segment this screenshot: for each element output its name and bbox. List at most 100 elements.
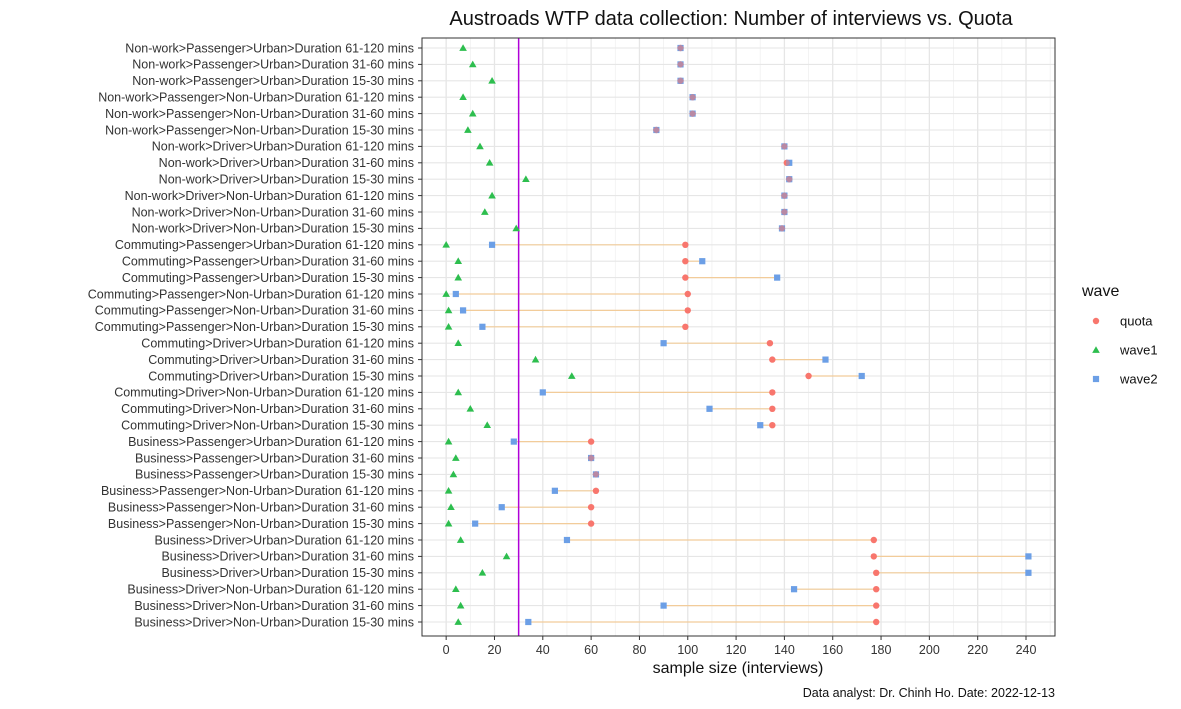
y-tick-label-23: Commuting>Driver>Non-Urban>Duration 15-3… (121, 419, 414, 433)
plot-border (421, 37, 1056, 637)
y-tick-label-14: Commuting>Passenger>Urban>Duration 15-30… (122, 271, 414, 285)
point-quota-overlay-6 (781, 143, 788, 150)
point-wave2-33 (790, 586, 798, 593)
legend-label-wave1: wave1 (1119, 343, 1158, 358)
point-wave1-27 (444, 487, 453, 494)
point-quota-22 (769, 405, 776, 412)
point-wave1-20 (567, 372, 576, 379)
y-tick-label-25: Business>Passenger>Urban>Duration 31-60 … (135, 451, 414, 465)
caption: Data analyst: Dr. Chinh Ho. Date: 2022-1… (803, 686, 1055, 700)
point-wave2-18 (660, 340, 667, 347)
x-tick-label-220: 220 (967, 643, 988, 657)
x-tick-label-100: 100 (677, 643, 698, 657)
point-wave1-6 (476, 142, 484, 150)
point-wave1-35 (454, 618, 463, 625)
y-tick-label-10: Non-work>Driver>Non-Urban>Duration 31-60… (132, 205, 414, 219)
point-quota-overlay-3 (689, 94, 696, 101)
point-quota-31 (870, 553, 877, 560)
point-wave1-23 (483, 421, 492, 429)
y-tick-label-7: Non-work>Driver>Urban>Duration 31-60 min… (159, 156, 414, 170)
point-wave1-21 (454, 388, 463, 396)
y-axis-tick-labels: Non-work>Passenger>Urban>Duration 61-120… (88, 41, 422, 629)
y-tick-label-17: Commuting>Passenger>Non-Urban>Duration 1… (95, 320, 414, 334)
point-quota-overlay-8 (786, 176, 793, 183)
legend-title: wave (1081, 283, 1119, 300)
y-tick-label-15: Commuting>Passenger>Non-Urban>Duration 6… (88, 287, 414, 301)
point-quota-35 (873, 618, 880, 626)
y-tick-label-11: Non-work>Driver>Non-Urban>Duration 15-30… (132, 222, 414, 236)
point-wave2-16 (459, 307, 467, 314)
y-tick-label-6: Non-work>Driver>Urban>Duration 61-120 mi… (152, 140, 414, 154)
point-wave2-30 (563, 536, 571, 544)
x-tick-label-40: 40 (536, 643, 550, 657)
y-tick-label-22: Commuting>Driver>Non-Urban>Duration 31-6… (121, 402, 414, 416)
point-wave1-29 (444, 519, 453, 527)
legend-key-quota (1092, 317, 1100, 325)
point-wave2-19 (822, 356, 829, 363)
point-wave1-30 (456, 536, 465, 543)
point-wave1-17 (444, 323, 453, 330)
plot-panel (422, 38, 1055, 636)
x-tick-label-160: 160 (822, 643, 843, 657)
point-wave2-28 (498, 504, 505, 511)
point-wave1-16 (444, 306, 453, 314)
y-tick-label-21: Commuting>Driver>Non-Urban>Duration 61-1… (114, 386, 414, 400)
point-quota-overlay-1 (677, 61, 684, 68)
point-quota-overlay-5 (653, 127, 660, 133)
point-wave1-24 (444, 437, 453, 445)
point-quota-overlay-0 (677, 45, 684, 51)
point-wave1-25 (452, 454, 460, 461)
point-wave1-5 (464, 126, 472, 133)
x-tick-label-20: 20 (488, 643, 502, 657)
point-quota-17 (682, 323, 689, 330)
y-tick-label-1: Non-work>Passenger>Urban>Duration 31-60 … (132, 58, 414, 72)
y-tick-label-4: Non-work>Passenger>Non-Urban>Duration 31… (105, 107, 414, 121)
point-wave2-20 (858, 372, 865, 380)
legend-label-quota: quota (1120, 314, 1153, 329)
x-tick-label-120: 120 (726, 643, 747, 657)
point-quota-12 (682, 241, 689, 248)
point-wave2-23 (757, 422, 764, 429)
point-wave1-15 (442, 290, 450, 297)
plot-background (422, 38, 1055, 636)
point-wave2-27 (551, 487, 558, 494)
x-tick-label-0: 0 (443, 643, 450, 657)
y-tick-label-20: Commuting>Driver>Urban>Duration 15-30 mi… (148, 369, 414, 383)
point-quota-overlay-25 (588, 455, 595, 461)
legend: wave quota wave1 wave2 (1081, 283, 1158, 387)
y-tick-label-26: Business>Passenger>Urban>Duration 15-30 … (135, 468, 414, 482)
x-axis-tick-labels: 0 20 40 60 80 100 120 140 160 180 200 220 240 (443, 636, 1037, 657)
point-quota-33 (873, 586, 880, 593)
point-wave1-22 (466, 405, 475, 412)
point-wave1-14 (454, 273, 463, 281)
point-quota-14 (682, 274, 689, 281)
y-tick-label-19: Commuting>Driver>Urban>Duration 31-60 mi… (148, 353, 414, 367)
point-wave1-32 (478, 569, 487, 576)
y-tick-label-29: Business>Passenger>Non-Urban>Duration 15… (108, 517, 414, 531)
y-tick-label-16: Commuting>Passenger>Non-Urban>Duration 3… (95, 304, 414, 318)
y-tick-label-34: Business>Driver>Non-Urban>Duration 31-60… (134, 599, 414, 613)
point-wave1-1 (468, 60, 477, 68)
point-wave1-8 (522, 175, 530, 183)
point-wave2-12 (488, 241, 496, 248)
point-wave2-21 (539, 389, 546, 396)
point-wave2-13 (699, 258, 706, 265)
point-wave2-31 (1025, 553, 1032, 560)
point-quota-18 (766, 340, 774, 347)
y-tick-label-12: Commuting>Passenger>Urban>Duration 61-12… (115, 238, 414, 252)
point-quota-20 (805, 372, 812, 380)
point-quota-32 (873, 569, 880, 576)
point-wave2-24 (510, 438, 517, 445)
x-tick-label-140: 140 (774, 643, 795, 657)
x-tick-label-200: 200 (919, 643, 940, 657)
point-quota-overlay-2 (677, 77, 684, 84)
point-wave1-11 (512, 224, 521, 232)
point-quota-overlay-10 (781, 209, 788, 215)
point-quota-28 (587, 504, 595, 511)
y-tick-label-24: Business>Passenger>Urban>Duration 61-120… (128, 435, 414, 449)
point-quota-27 (592, 487, 600, 494)
point-quota-overlay-9 (781, 192, 788, 199)
point-wave1-19 (531, 355, 540, 363)
point-quota-16 (684, 307, 691, 314)
x-tick-label-240: 240 (1016, 643, 1037, 657)
